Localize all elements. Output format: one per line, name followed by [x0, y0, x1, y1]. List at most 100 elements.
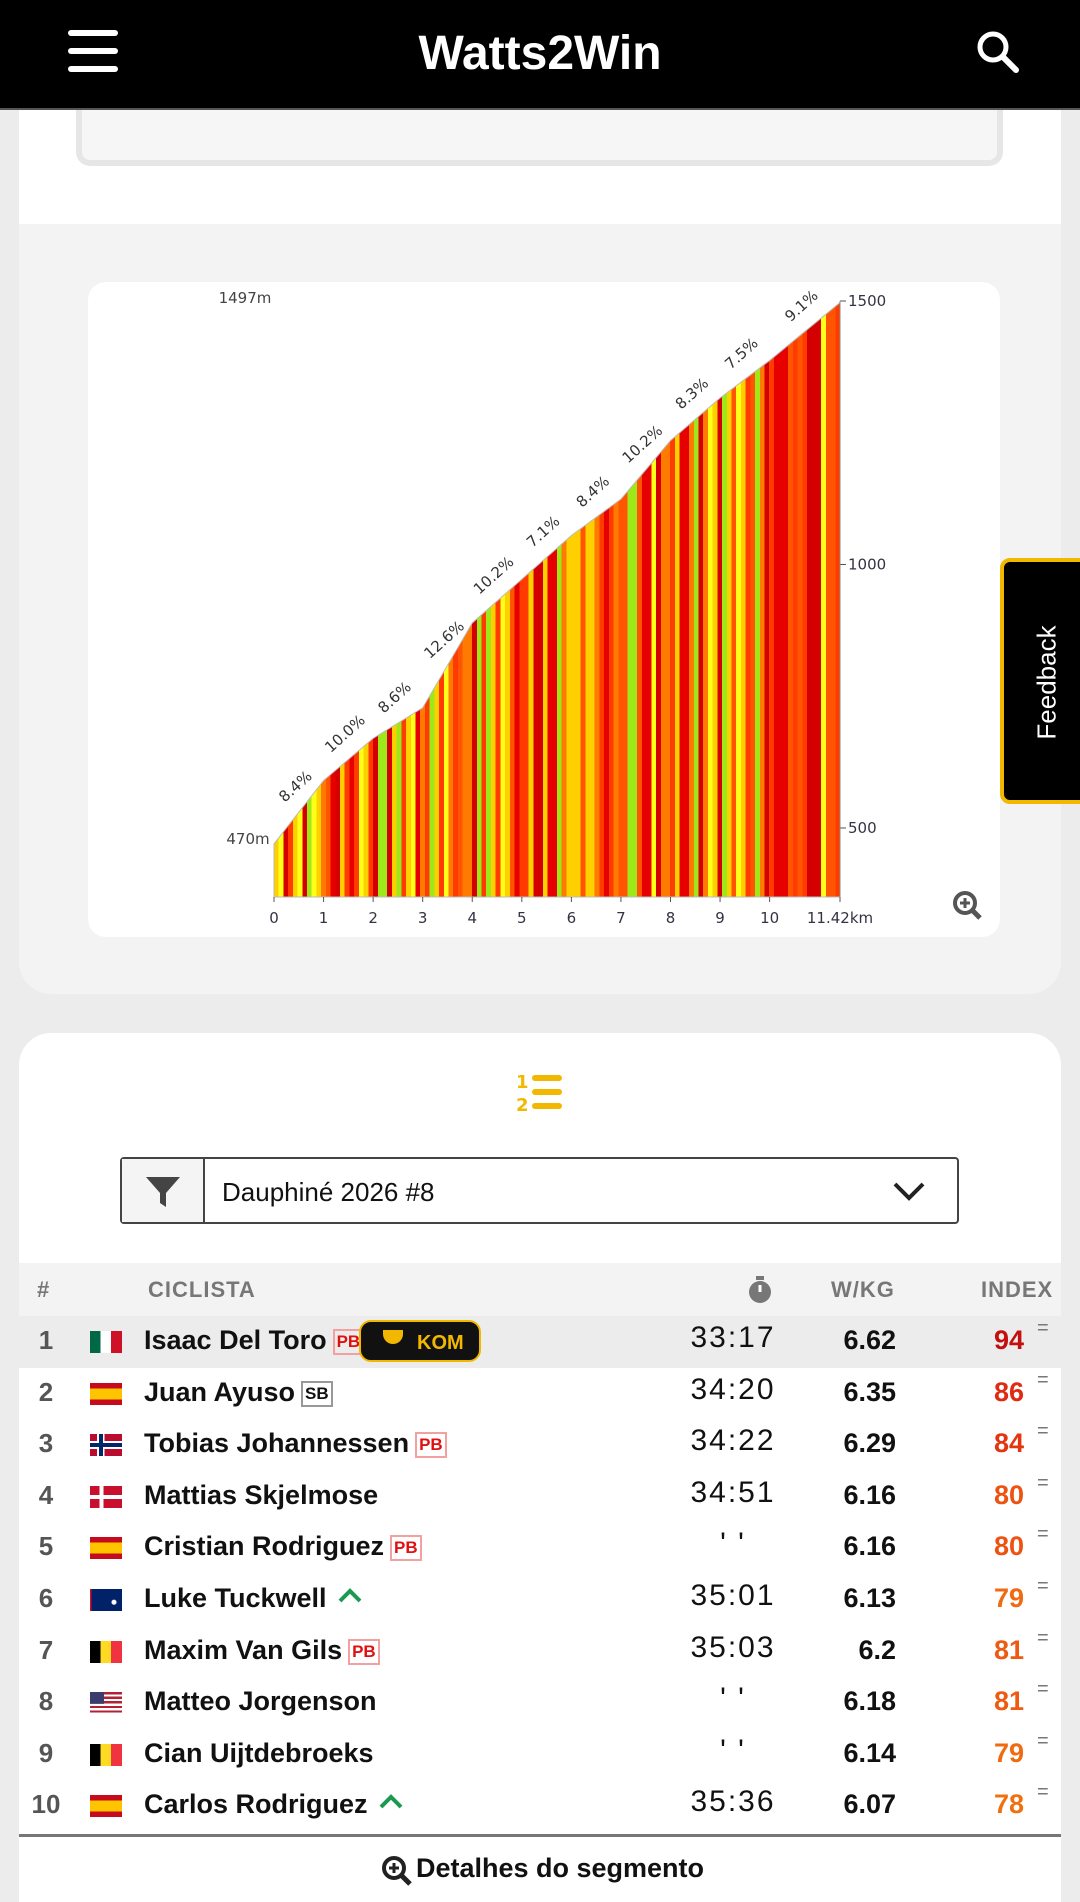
elevation-area: [273, 301, 841, 898]
flag: [90, 1589, 122, 1611]
rank: 2: [38, 1376, 54, 1407]
up-arrow: [338, 1588, 361, 1603]
wkg: 6.13: [843, 1583, 896, 1613]
time: 34:51: [690, 1475, 776, 1509]
x-tick-label: 0: [269, 909, 279, 927]
header: Watts2Win: [0, 0, 1080, 110]
wkg: 6.07: [843, 1789, 896, 1820]
time: ' ': [720, 1682, 746, 1716]
rider-name[interactable]: Juan Ayuso: [144, 1376, 296, 1407]
rank: 7: [38, 1634, 54, 1665]
rider-name[interactable]: Luke Tuckwell: [144, 1583, 327, 1613]
index: 86: [993, 1376, 1024, 1407]
flag: [90, 1795, 122, 1818]
trophy: [383, 1330, 403, 1344]
app-title: Watts2Win: [418, 27, 662, 80]
rank: 9: [38, 1737, 54, 1768]
flag: [90, 1640, 122, 1663]
y-tick-label: 1500: [848, 292, 886, 310]
rider-name[interactable]: Carlos Rodriguez: [144, 1789, 368, 1820]
x-tick-label: 3: [418, 909, 428, 927]
gradient-label: 8.6%: [374, 678, 414, 717]
index: 80: [993, 1531, 1024, 1562]
wkg: 6.35: [843, 1376, 896, 1407]
rank: 5: [38, 1531, 54, 1562]
time: 34:20: [690, 1372, 776, 1406]
trend: =: [1037, 1317, 1049, 1339]
badge: PB: [348, 1638, 380, 1665]
rider-name[interactable]: Isaac Del Toro: [144, 1325, 327, 1355]
badge: PB: [415, 1432, 447, 1459]
elevation-chart: 1497m 470m 8.4%10.0%8.6%12.6%10.2%7.1%8.…: [219, 286, 982, 927]
zoom-icon: [382, 1856, 412, 1886]
index: 84: [993, 1428, 1024, 1459]
feedback-tab[interactable]: Feedback: [1000, 558, 1080, 804]
rider-name[interactable]: Cian Uijtdebroeks: [144, 1737, 374, 1768]
rank: 3: [38, 1428, 54, 1459]
time: ' ': [720, 1527, 746, 1561]
gradient-label: 9.1%: [781, 286, 821, 325]
stopwatch-icon: [749, 1276, 771, 1303]
col-wkg: W/KG: [831, 1277, 895, 1302]
svg-text:1: 1: [516, 1072, 529, 1093]
filter-button[interactable]: [122, 1159, 205, 1222]
rider-name[interactable]: Cristian Rodriguez: [144, 1531, 385, 1562]
gradient-label: 8.4%: [573, 472, 613, 511]
rider-name[interactable]: Mattias Skjelmose: [144, 1479, 379, 1510]
flag: [90, 1434, 122, 1457]
wkg: 6.16: [843, 1479, 896, 1510]
x-tick-label: 11.42km: [807, 909, 873, 927]
ranking-icon: 12: [516, 1072, 562, 1115]
badge: PB: [390, 1535, 422, 1562]
wkg: 6.62: [843, 1325, 896, 1355]
zoom-icon[interactable]: [953, 891, 982, 920]
rider-name[interactable]: Tobias Johannessen: [144, 1428, 410, 1459]
x-tick-label: 7: [616, 909, 626, 927]
min-label: 470m: [226, 830, 269, 848]
flag: [90, 1485, 122, 1508]
wkg: 6.29: [843, 1428, 896, 1459]
index: 81: [993, 1634, 1024, 1665]
feedback-label: Feedback: [1031, 625, 1062, 740]
badge: SB: [301, 1380, 333, 1407]
x-tick-label: 4: [467, 909, 477, 927]
flag: [90, 1537, 122, 1560]
gradient-label: 8.3%: [672, 374, 712, 413]
flag: [90, 1382, 122, 1405]
x-tick-label: 9: [715, 909, 725, 927]
col-rank: #: [37, 1277, 51, 1302]
menu-icon[interactable]: [66, 28, 120, 74]
col-index: INDEX: [981, 1277, 1054, 1302]
x-tick-label: 2: [368, 909, 378, 927]
col-rider: CICLISTA: [148, 1277, 256, 1302]
gradient-label: 7.1%: [523, 512, 563, 551]
wkg: 6.2: [858, 1634, 896, 1665]
rank: 1: [38, 1325, 54, 1355]
search-icon[interactable]: [976, 30, 1020, 74]
index: 94: [993, 1325, 1024, 1355]
card-box: [76, 110, 1003, 166]
time: 35:36: [690, 1785, 776, 1819]
filter-value: Dauphiné 2026 #8: [222, 1177, 435, 1207]
index: 78: [993, 1789, 1024, 1820]
gradient-label: 7.5%: [721, 334, 761, 373]
time: 34:22: [690, 1424, 776, 1458]
wkg: 6.14: [843, 1737, 896, 1768]
footer-link[interactable]: Detalhes do segmento: [19, 1834, 1061, 1902]
chevron-icon: [893, 1182, 925, 1201]
wkg: 6.18: [843, 1686, 896, 1717]
trend: =: [1037, 1420, 1049, 1443]
rider-name[interactable]: Maxim Van Gils: [144, 1634, 343, 1665]
wkg: 6.16: [843, 1531, 896, 1562]
index: 79: [993, 1737, 1024, 1768]
x-tick-label: 10: [760, 909, 779, 927]
time: 33:17: [690, 1321, 776, 1354]
row-highlight: [19, 1316, 1061, 1368]
rider-name[interactable]: Matteo Jorgenson: [144, 1686, 377, 1717]
flag: [90, 1692, 122, 1715]
time: 35:01: [690, 1579, 776, 1612]
filter-dropdown[interactable]: Dauphiné 2026 #8: [120, 1157, 959, 1224]
filter-icon: [146, 1177, 180, 1207]
up-arrow: [379, 1794, 402, 1809]
